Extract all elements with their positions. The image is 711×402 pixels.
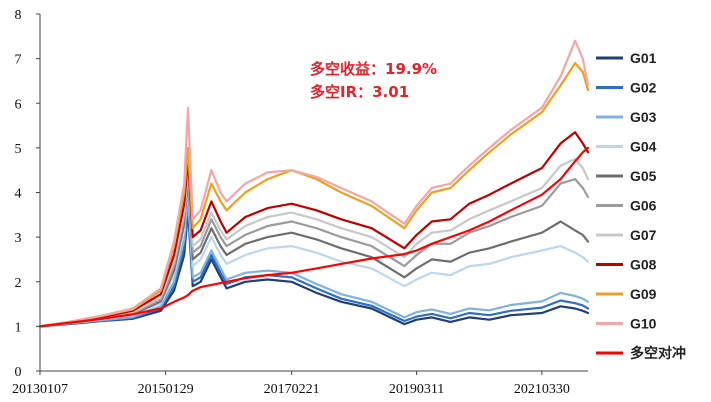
series-line-4	[38, 184, 590, 328]
x-ticks: 20130107 20150129 20170221 20190311 20210330	[12, 371, 570, 397]
legend-label-6: G06	[630, 198, 657, 214]
y-tick-label: 0	[15, 365, 22, 380]
series-line-8	[38, 131, 590, 328]
legend: G01 G02 G03 G04 G05 G06 G07 G08 G09 G10 多空对冲	[596, 50, 686, 361]
long-short-return-annotation: 多空收益：19.9%	[310, 60, 437, 78]
series-line-6	[38, 171, 590, 328]
legend-label-10: G10	[630, 316, 657, 332]
y-tick-label: 1	[15, 320, 22, 335]
legend-label-11: 多空对冲	[630, 345, 686, 361]
series-line-3	[38, 193, 590, 328]
y-tick-label: 3	[15, 231, 22, 246]
series-line-5	[38, 178, 590, 328]
series-line-1	[38, 209, 590, 328]
x-tick-label: 20150129	[138, 382, 194, 397]
legend-label-4: G04	[630, 139, 657, 155]
legend-label-1: G01	[630, 50, 657, 66]
y-tick-label: 4	[15, 187, 22, 202]
legend-label-7: G07	[630, 227, 657, 243]
y-tick-label: 7	[15, 53, 22, 68]
plot-lines	[38, 39, 590, 328]
y-tick-label: 2	[15, 276, 22, 291]
y-tick-label: 8	[15, 8, 22, 23]
annotation: 多空收益：19.9% 多空IR：3.01	[310, 60, 437, 101]
y-ticks: 0 1 2 3 4 5 6 7 8	[15, 8, 40, 380]
x-tick-label: 20130107	[12, 382, 68, 397]
x-tick-label: 20170221	[264, 382, 320, 397]
legend-label-2: G02	[630, 80, 657, 96]
legend-label-8: G08	[630, 257, 657, 273]
series-line-11	[38, 146, 590, 328]
y-tick-label: 5	[15, 142, 22, 157]
legend-label-3: G03	[630, 109, 657, 125]
y-tick-label: 6	[15, 97, 22, 112]
series-line-2	[38, 200, 590, 328]
long-short-ir-annotation: 多空IR：3.01	[310, 83, 409, 101]
series-line-10	[38, 39, 590, 328]
x-tick-label: 20190311	[389, 382, 444, 397]
legend-label-5: G05	[630, 168, 657, 184]
legend-label-9: G09	[630, 286, 657, 302]
x-tick-label: 20210330	[514, 382, 570, 397]
series-line-7	[38, 157, 590, 328]
